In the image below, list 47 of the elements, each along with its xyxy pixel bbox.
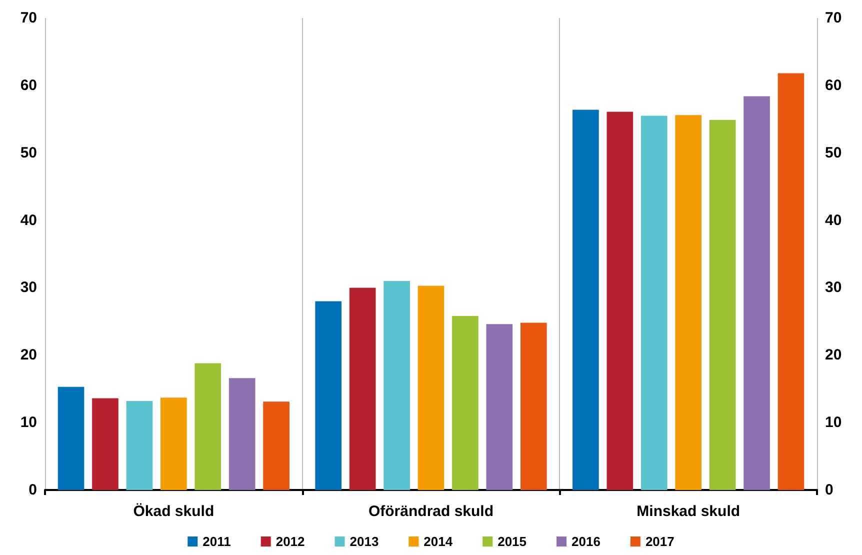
legend-label: 2014	[424, 534, 454, 549]
y2-tick-label: 60	[825, 76, 842, 94]
x-tick-label: Oförändrad skuld	[368, 503, 494, 520]
bar	[744, 96, 770, 490]
y-tick-label: 30	[20, 279, 37, 296]
bar	[349, 288, 376, 490]
legend-label: 2017	[645, 534, 674, 549]
y2-tick-label: 70	[825, 10, 842, 26]
y2-tick-label: 10	[825, 414, 842, 432]
bar	[640, 116, 668, 490]
legend-label: 2016	[572, 534, 600, 549]
x-tick-label: Ökad skuld	[133, 503, 214, 520]
bar	[228, 378, 256, 490]
bar	[778, 73, 804, 490]
bar	[606, 112, 634, 490]
bar	[194, 363, 222, 490]
bar	[263, 402, 290, 490]
y2-tick-label: 40	[825, 212, 842, 229]
x-tick-label: Minskad skuld	[636, 503, 740, 520]
bar	[675, 115, 702, 490]
y-tick-label: 50	[20, 144, 37, 162]
y-tick-label: 70	[20, 10, 37, 26]
bar	[520, 322, 547, 490]
bar	[452, 316, 478, 490]
bar	[92, 398, 118, 490]
legend-label: 2013	[350, 534, 379, 549]
y-tick-label: 40	[20, 212, 37, 229]
y-tick-label: 0	[28, 482, 37, 498]
y-tick-label: 10	[20, 414, 37, 432]
bar	[384, 280, 410, 490]
bar	[572, 110, 599, 490]
bar	[126, 400, 153, 490]
bar	[58, 386, 84, 490]
y2-tick-label: 0	[825, 482, 834, 498]
bar	[418, 286, 444, 490]
bar	[486, 324, 513, 490]
legend-label: 2012	[276, 534, 305, 549]
y2-tick-label: 20	[825, 346, 842, 364]
y2-tick-label: 30	[825, 279, 842, 296]
bar	[709, 120, 736, 490]
y-tick-label: 20	[20, 346, 37, 364]
bar	[315, 301, 342, 490]
y2-tick-label: 50	[825, 144, 842, 162]
legend-label: 2015	[498, 534, 527, 549]
y-tick-label: 60	[20, 76, 37, 94]
legend-label: 2011	[202, 534, 231, 549]
bar	[160, 398, 187, 490]
